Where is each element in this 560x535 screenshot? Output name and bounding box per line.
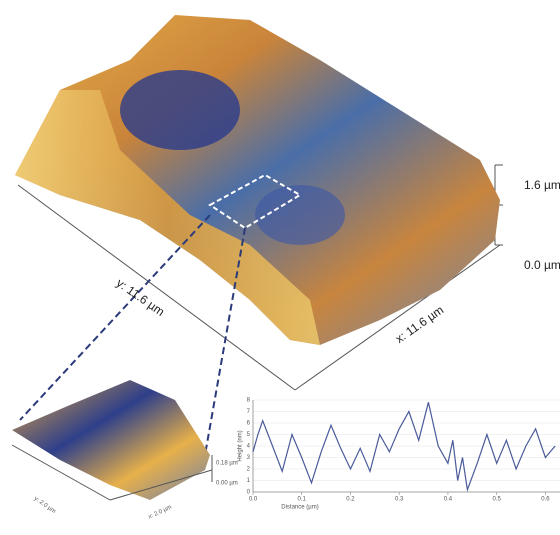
y-size-label: y: 11.6 µm	[114, 276, 167, 319]
y-tick-label: 8	[247, 398, 251, 404]
y-tick-label: 3	[247, 455, 251, 461]
inset-z-bottom-label: 0.00 µm	[216, 481, 238, 487]
x-tick-label: 0.5	[492, 497, 501, 503]
cell-depression	[120, 70, 240, 150]
y-tick-label: 5	[247, 432, 251, 438]
x-tick-label: 0.0	[249, 497, 258, 503]
x-tick-label: 0.2	[346, 497, 355, 503]
profile-line	[252, 402, 556, 493]
ridge	[15, 90, 320, 345]
y-axis-title: Height (nm)	[238, 430, 244, 461]
y-tick-label: 6	[247, 421, 251, 427]
inset-surface	[12, 380, 210, 500]
x-tick-label: 0.3	[395, 497, 404, 503]
x-tick-label: 0.6	[541, 497, 550, 503]
y-tick-label: 7	[247, 409, 251, 415]
y-tick-label: 4	[247, 444, 251, 450]
inset-z-top-label: 0.18 µm	[216, 461, 238, 467]
inset-y-label: y: 2.0 µm	[33, 496, 57, 515]
y-tick-label: 1	[247, 478, 251, 484]
x-tick-label: 0.1	[298, 497, 307, 503]
selection-box	[208, 173, 302, 230]
x-tick-label: 0.4	[444, 497, 453, 503]
inset-x-label: x: 2.0 µm	[148, 505, 173, 521]
z-bottom-label: 0.0 µm	[524, 258, 560, 272]
zoom-lines	[19, 214, 246, 456]
cell-depression	[255, 185, 345, 245]
x-axis-title: Distance (µm)	[281, 505, 318, 511]
inset-box	[11, 444, 213, 501]
z-top-label: 1.6 µm	[524, 178, 560, 192]
y-tick-label: 0	[247, 490, 251, 496]
y-tick-label: 2	[247, 467, 251, 473]
